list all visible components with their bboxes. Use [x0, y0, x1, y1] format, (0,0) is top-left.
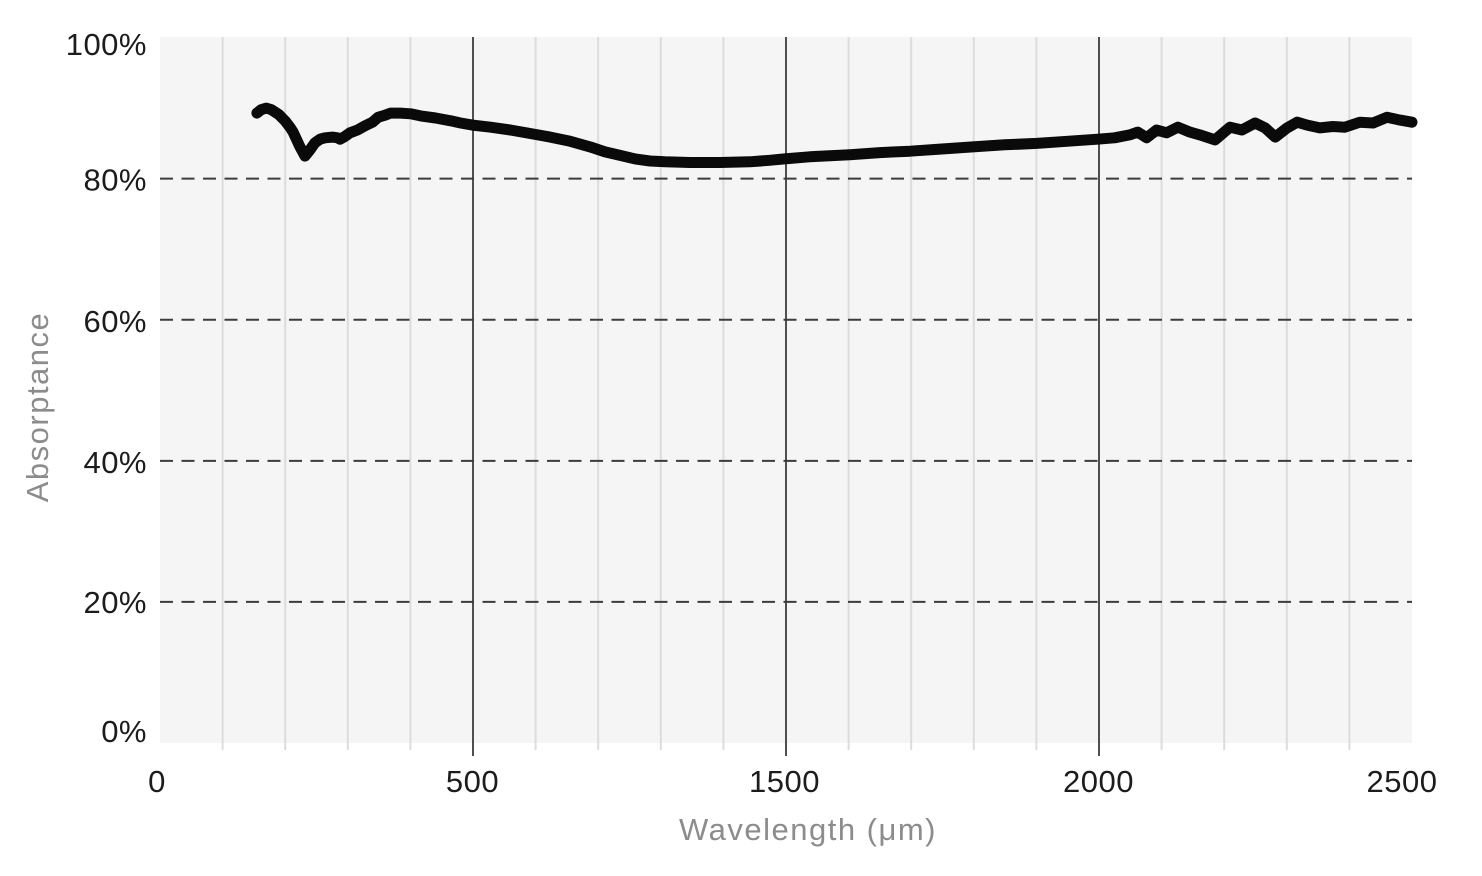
x-tick-label: 2500 [1367, 764, 1438, 799]
axis-labels: 0 500 1500 2000 2500 0% 20% 40% 60% 80% 100% [66, 27, 1438, 799]
absorptance-curve [251, 102, 1418, 168]
y-tick-label: 40% [83, 445, 147, 480]
x-tick-label: 500 [446, 764, 499, 799]
x-axis-title: Wavelength (μm) [679, 812, 937, 847]
x-tick-label: 1500 [749, 764, 820, 799]
y-tick-label: 0% [101, 714, 147, 749]
x-tick-label: 0 [148, 764, 166, 799]
y-tick-label: 100% [66, 27, 147, 62]
y-tick-label: 80% [83, 163, 147, 198]
y-axis-title: Absorptance [20, 312, 55, 503]
plot-area [160, 37, 1418, 756]
y-tick-label: 60% [83, 304, 147, 339]
x-tick-label: 2000 [1063, 764, 1134, 799]
y-tick-label: 20% [83, 585, 147, 620]
